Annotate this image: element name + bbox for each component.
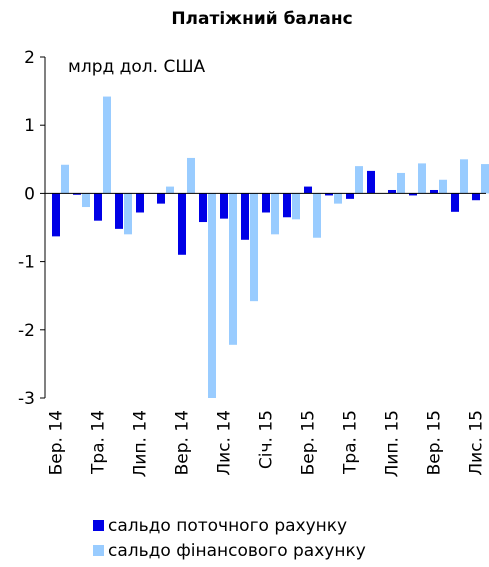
bar: [82, 193, 90, 208]
x-tick-label: Лис. 14: [215, 410, 235, 476]
x-tick-label: Вер. 14: [173, 410, 193, 475]
bar: [439, 179, 447, 194]
bar: [367, 170, 375, 194]
bar: [397, 172, 405, 194]
bar: [220, 193, 228, 219]
bar: [166, 186, 174, 194]
bar: [271, 193, 279, 235]
legend-label: сальдо поточного рахунку: [108, 516, 347, 536]
legend-swatch: [93, 520, 104, 531]
x-tick-label: Вер. 15: [425, 410, 445, 475]
bar: [304, 186, 312, 194]
bar: [460, 159, 468, 194]
y-tick-label: -1: [18, 253, 35, 273]
bar: [250, 193, 258, 302]
x-tick-label: Лип. 14: [131, 410, 151, 477]
x-tick-label: Лис. 15: [467, 410, 487, 476]
bar: [157, 193, 165, 204]
y-tick-label: 1: [24, 116, 35, 136]
bar: [418, 163, 426, 194]
annotation: млрд дол. США: [68, 57, 206, 77]
bar: [241, 193, 249, 240]
bar: [136, 193, 144, 213]
bar: [346, 193, 354, 199]
bar: [103, 96, 111, 194]
x-tick-label: Тра. 14: [89, 410, 109, 475]
bar: [334, 193, 342, 204]
x-tick-label: Січ. 15: [257, 410, 277, 469]
bar: [355, 166, 363, 194]
bar: [430, 189, 438, 194]
bar: [178, 193, 186, 255]
bar: [229, 193, 237, 345]
bar: [325, 193, 333, 196]
bar: [451, 193, 459, 212]
bar: [388, 189, 396, 194]
chart-title: Платіжний баланс: [171, 9, 352, 29]
bar: [61, 164, 69, 194]
x-tick-label: Тра. 15: [341, 410, 361, 475]
y-tick-label: -3: [18, 389, 35, 409]
bar: [187, 157, 195, 194]
y-tick-label: -2: [18, 321, 35, 341]
bar: [283, 193, 291, 218]
bar: [94, 193, 102, 221]
bar: [472, 193, 480, 201]
bar: [52, 193, 60, 237]
x-tick-label: Бер. 15: [299, 410, 319, 475]
bar: [262, 193, 270, 213]
bar: [292, 193, 300, 220]
bar: [199, 193, 207, 223]
bar: [481, 164, 489, 194]
legend-label: сальдо фінансового рахунку: [108, 541, 366, 561]
bar: [124, 193, 132, 235]
y-tick-label: 2: [24, 48, 35, 68]
bar: [409, 193, 417, 196]
x-tick-label: Бер. 14: [47, 410, 67, 475]
bar: [208, 193, 216, 398]
legend-swatch: [93, 545, 104, 556]
y-tick-label: 0: [24, 184, 35, 204]
x-tick-label: Лип. 15: [383, 410, 403, 477]
bar: [313, 193, 321, 238]
bar: [115, 193, 123, 229]
bar: [73, 193, 81, 195]
